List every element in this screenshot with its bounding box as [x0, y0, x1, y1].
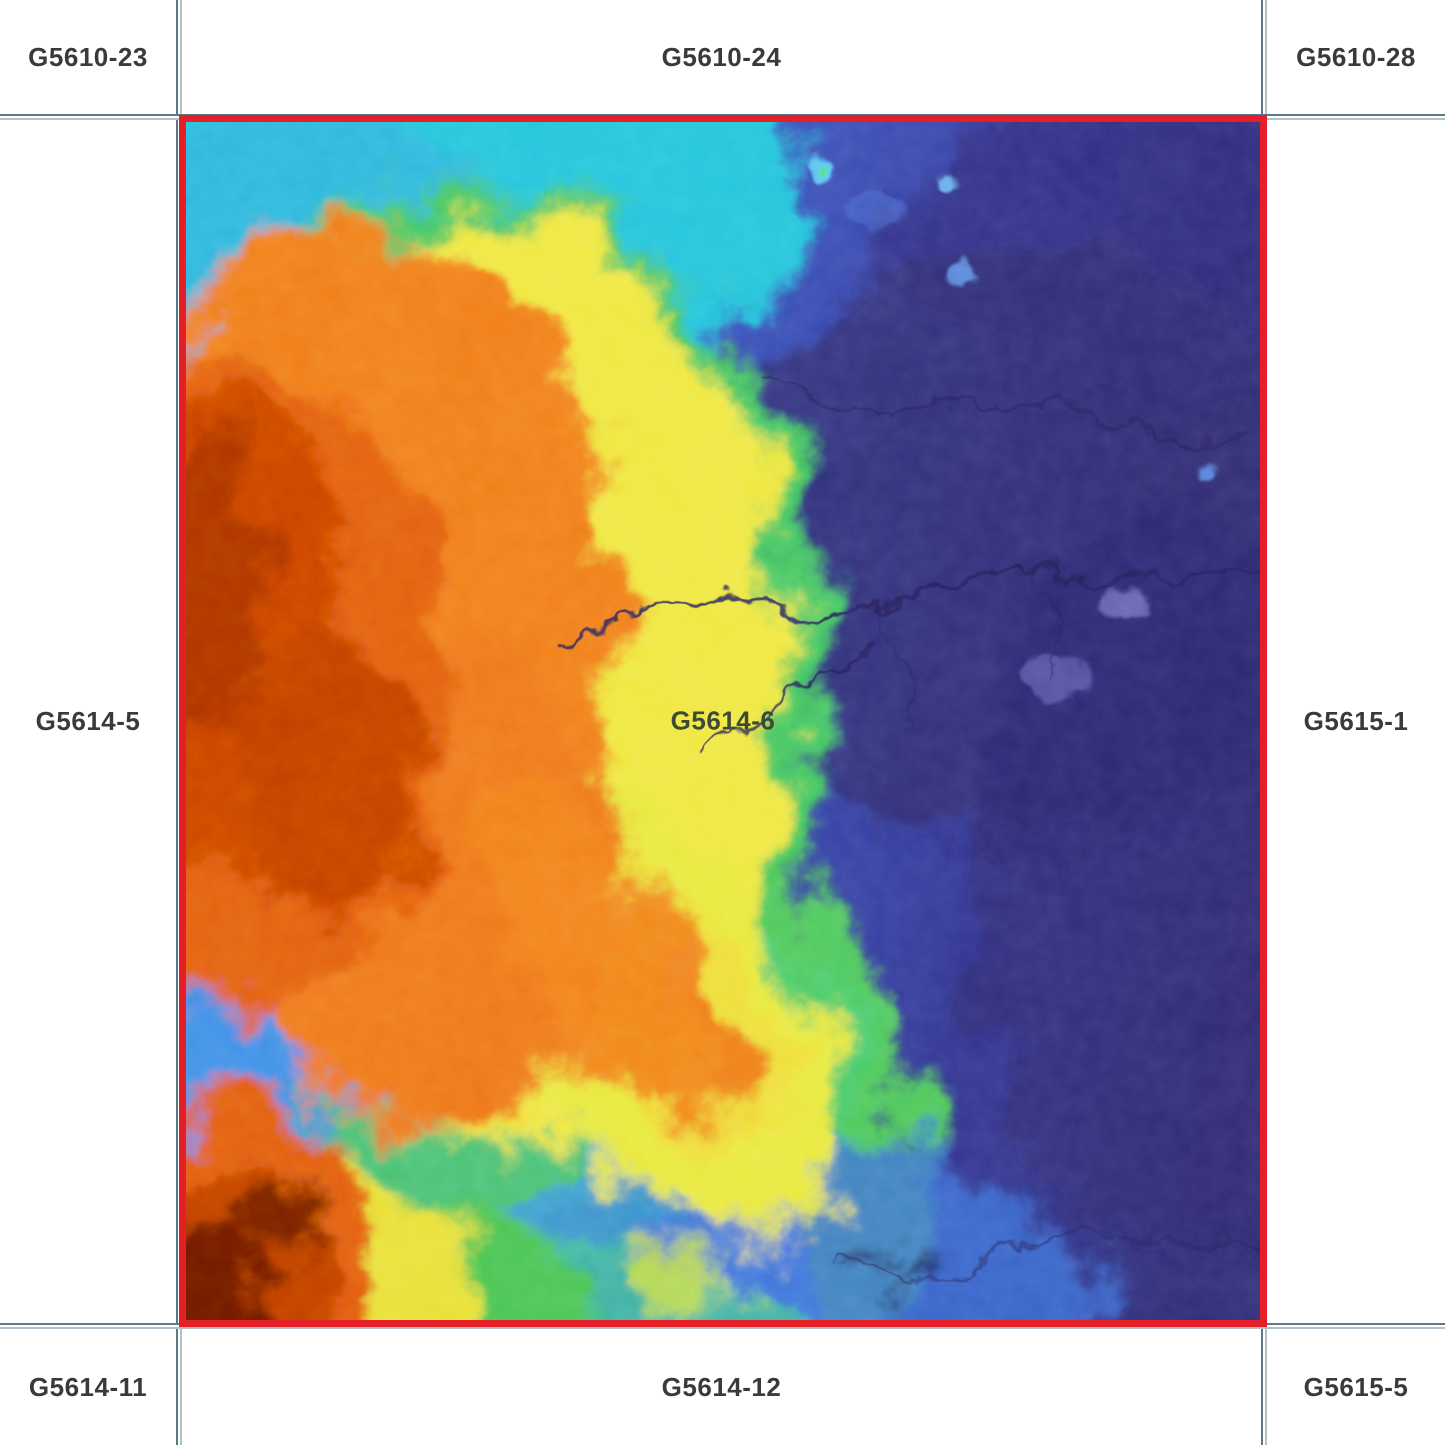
neighbor-tile-top-center[interactable]: G5610-24 — [182, 0, 1261, 114]
neighbor-tile-bottom-left[interactable]: G5614-11 — [0, 1329, 176, 1445]
selected-tile-dem[interactable]: G5614-6 — [179, 115, 1267, 1327]
dem-raster — [186, 122, 1260, 1320]
neighbor-tile-bottom-right[interactable]: G5615-5 — [1267, 1329, 1445, 1445]
selected-tile-label: G5614-6 — [670, 705, 776, 736]
tile-label: G5610-24 — [661, 41, 782, 72]
tile-label: G5614-11 — [28, 1371, 148, 1402]
neighbor-tile-top-right[interactable]: G5610-28 — [1267, 0, 1445, 114]
tile-label: G5614-5 — [35, 706, 141, 736]
neighbor-tile-bottom-center[interactable]: G5614-12 — [182, 1329, 1261, 1445]
tile-label: G5614-12 — [661, 1371, 782, 1402]
tile-label: G5610-28 — [1296, 41, 1416, 72]
neighbor-tile-middle-left[interactable]: G5614-5 — [0, 120, 176, 1323]
tile-label: G5610-23 — [28, 41, 148, 72]
neighbor-tile-middle-right[interactable]: G5615-1 — [1267, 120, 1445, 1323]
neighbor-tile-top-left[interactable]: G5610-23 — [0, 0, 176, 114]
tile-label: G5615-5 — [1303, 1371, 1409, 1402]
tile-label: G5615-1 — [1303, 706, 1409, 736]
